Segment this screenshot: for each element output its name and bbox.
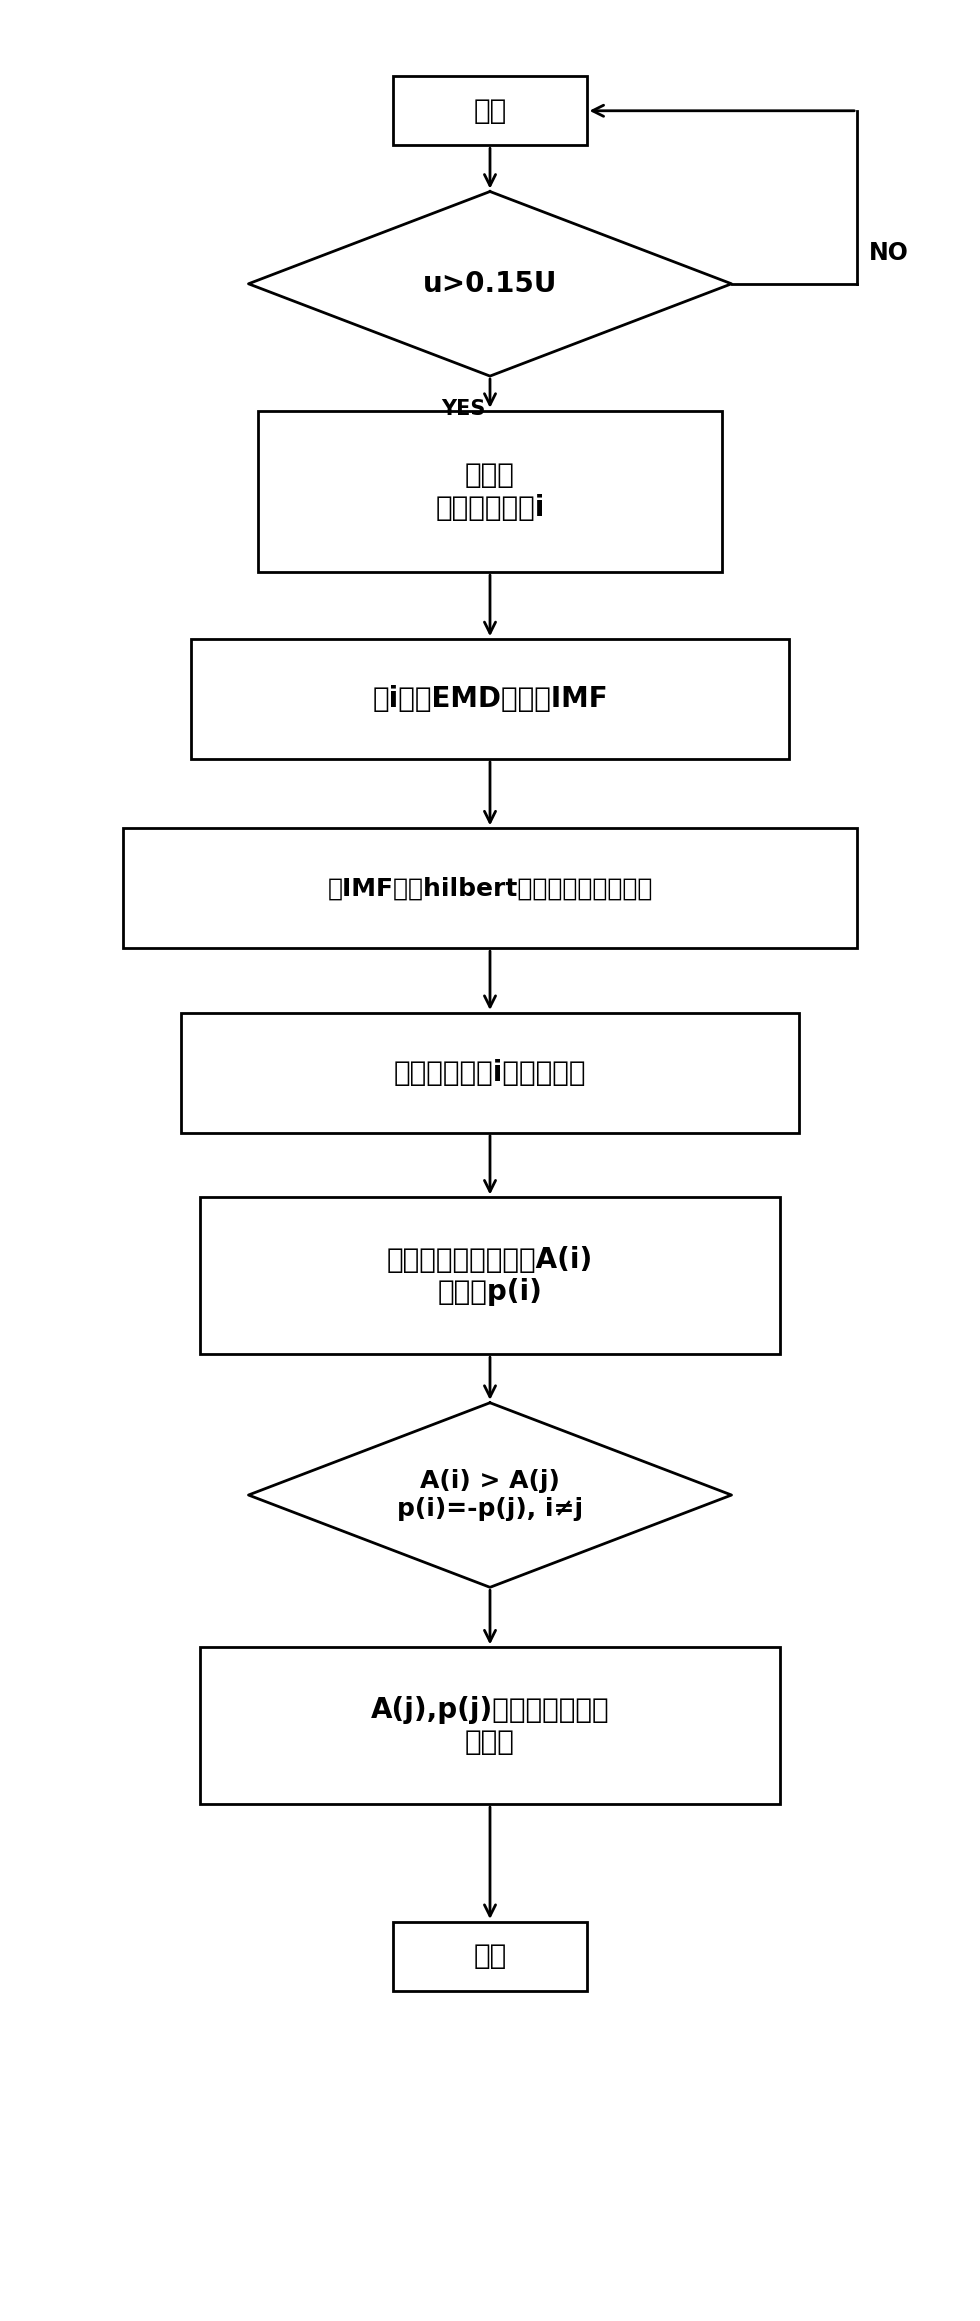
Text: 对IMF进行hilbert变换并计算瞬时频率: 对IMF进行hilbert变换并计算瞬时频率 <box>327 877 653 901</box>
FancyBboxPatch shape <box>393 1922 587 1991</box>
Polygon shape <box>249 1402 731 1588</box>
Text: u>0.15U: u>0.15U <box>422 269 558 297</box>
FancyBboxPatch shape <box>181 1012 799 1133</box>
Text: 比较各零序电流幅值A(i)
与极性p(i): 比较各零序电流幅值A(i) 与极性p(i) <box>387 1246 593 1307</box>
Text: 对i进行EMD分解得IMF: 对i进行EMD分解得IMF <box>372 685 608 713</box>
Polygon shape <box>249 193 731 376</box>
FancyBboxPatch shape <box>200 1648 780 1803</box>
FancyBboxPatch shape <box>258 411 722 573</box>
Text: YES: YES <box>441 399 485 420</box>
FancyBboxPatch shape <box>200 1198 780 1353</box>
Text: 返回: 返回 <box>473 1943 507 1971</box>
Text: 记录各
线路零序电流i: 记录各 线路零序电流i <box>435 462 545 522</box>
Text: 求取零序电流i非工频分量: 求取零序电流i非工频分量 <box>394 1058 586 1086</box>
Text: A(i) > A(j)
p(i)=-p(j), i≠j: A(i) > A(j) p(i)=-p(j), i≠j <box>397 1469 583 1520</box>
FancyBboxPatch shape <box>393 77 587 146</box>
Text: NO: NO <box>868 241 908 265</box>
FancyBboxPatch shape <box>190 638 790 759</box>
Text: 开始: 开始 <box>473 97 507 125</box>
FancyBboxPatch shape <box>122 829 858 949</box>
Text: A(j),p(j)对应的线路为故
障线路: A(j),p(j)对应的线路为故 障线路 <box>370 1697 610 1757</box>
